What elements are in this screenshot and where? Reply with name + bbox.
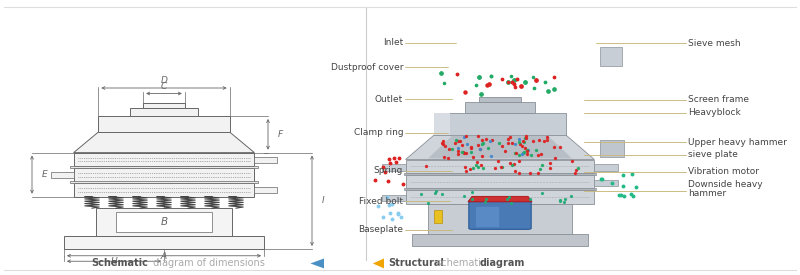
Text: D: D bbox=[161, 76, 167, 85]
Text: hammer: hammer bbox=[688, 189, 726, 198]
Polygon shape bbox=[373, 258, 384, 268]
Bar bbox=[254, 187, 277, 193]
Polygon shape bbox=[428, 204, 572, 234]
Text: Downside heavy: Downside heavy bbox=[688, 180, 762, 189]
Polygon shape bbox=[428, 136, 572, 158]
Polygon shape bbox=[382, 164, 406, 170]
Bar bbox=[74, 183, 254, 197]
Polygon shape bbox=[406, 160, 594, 173]
Bar bbox=[130, 108, 198, 116]
Polygon shape bbox=[594, 180, 618, 186]
Text: Structural: Structural bbox=[388, 258, 444, 268]
Bar bbox=[51, 172, 74, 178]
Polygon shape bbox=[412, 234, 588, 246]
Polygon shape bbox=[404, 173, 596, 175]
Polygon shape bbox=[600, 47, 622, 66]
Polygon shape bbox=[310, 258, 324, 268]
Text: E: E bbox=[42, 170, 47, 179]
Polygon shape bbox=[404, 188, 596, 190]
Bar bbox=[64, 236, 264, 249]
Polygon shape bbox=[382, 195, 406, 201]
Polygon shape bbox=[434, 113, 450, 135]
Polygon shape bbox=[594, 164, 618, 170]
Text: A: A bbox=[161, 252, 167, 261]
Polygon shape bbox=[406, 175, 594, 188]
Bar bbox=[96, 208, 232, 236]
Bar bbox=[143, 103, 185, 108]
Polygon shape bbox=[468, 196, 532, 202]
Text: diagram of dimensions: diagram of dimensions bbox=[150, 258, 266, 268]
Text: Spring: Spring bbox=[374, 166, 403, 175]
Text: Clamp ring: Clamp ring bbox=[354, 128, 403, 137]
Bar bbox=[116, 212, 212, 232]
FancyBboxPatch shape bbox=[476, 207, 499, 227]
Bar bbox=[434, 210, 442, 223]
Text: Baseplate: Baseplate bbox=[358, 225, 403, 234]
Bar bbox=[74, 153, 254, 166]
Bar bbox=[74, 168, 254, 182]
Bar bbox=[70, 181, 258, 183]
Text: Outlet: Outlet bbox=[375, 95, 403, 103]
Text: C: C bbox=[161, 82, 167, 91]
Polygon shape bbox=[434, 113, 566, 135]
Text: F: F bbox=[278, 130, 282, 139]
Text: Heavyblock: Heavyblock bbox=[688, 108, 741, 117]
Text: I: I bbox=[322, 196, 324, 205]
Polygon shape bbox=[600, 140, 624, 157]
Text: Inlet: Inlet bbox=[383, 38, 403, 47]
Text: sieve plate: sieve plate bbox=[688, 150, 738, 159]
Polygon shape bbox=[479, 97, 521, 102]
Text: diagram: diagram bbox=[480, 258, 526, 268]
Text: schematic: schematic bbox=[433, 258, 490, 268]
Text: Screen frame: Screen frame bbox=[688, 95, 749, 104]
Text: Schematic: Schematic bbox=[91, 258, 148, 268]
Text: Vibration motor: Vibration motor bbox=[688, 167, 759, 176]
Polygon shape bbox=[465, 102, 535, 113]
Text: H: H bbox=[110, 257, 118, 266]
Text: Upper heavy hammer: Upper heavy hammer bbox=[688, 138, 787, 147]
Polygon shape bbox=[406, 135, 594, 160]
Bar bbox=[70, 166, 258, 168]
FancyBboxPatch shape bbox=[469, 200, 531, 229]
Text: Dustproof cover: Dustproof cover bbox=[330, 63, 403, 72]
Text: Fixed bolt: Fixed bolt bbox=[359, 197, 403, 206]
Text: Sieve mesh: Sieve mesh bbox=[688, 39, 741, 48]
Polygon shape bbox=[406, 190, 594, 203]
Text: B: B bbox=[161, 217, 167, 227]
Bar bbox=[98, 116, 230, 132]
Polygon shape bbox=[74, 132, 254, 153]
Bar bbox=[254, 157, 277, 163]
